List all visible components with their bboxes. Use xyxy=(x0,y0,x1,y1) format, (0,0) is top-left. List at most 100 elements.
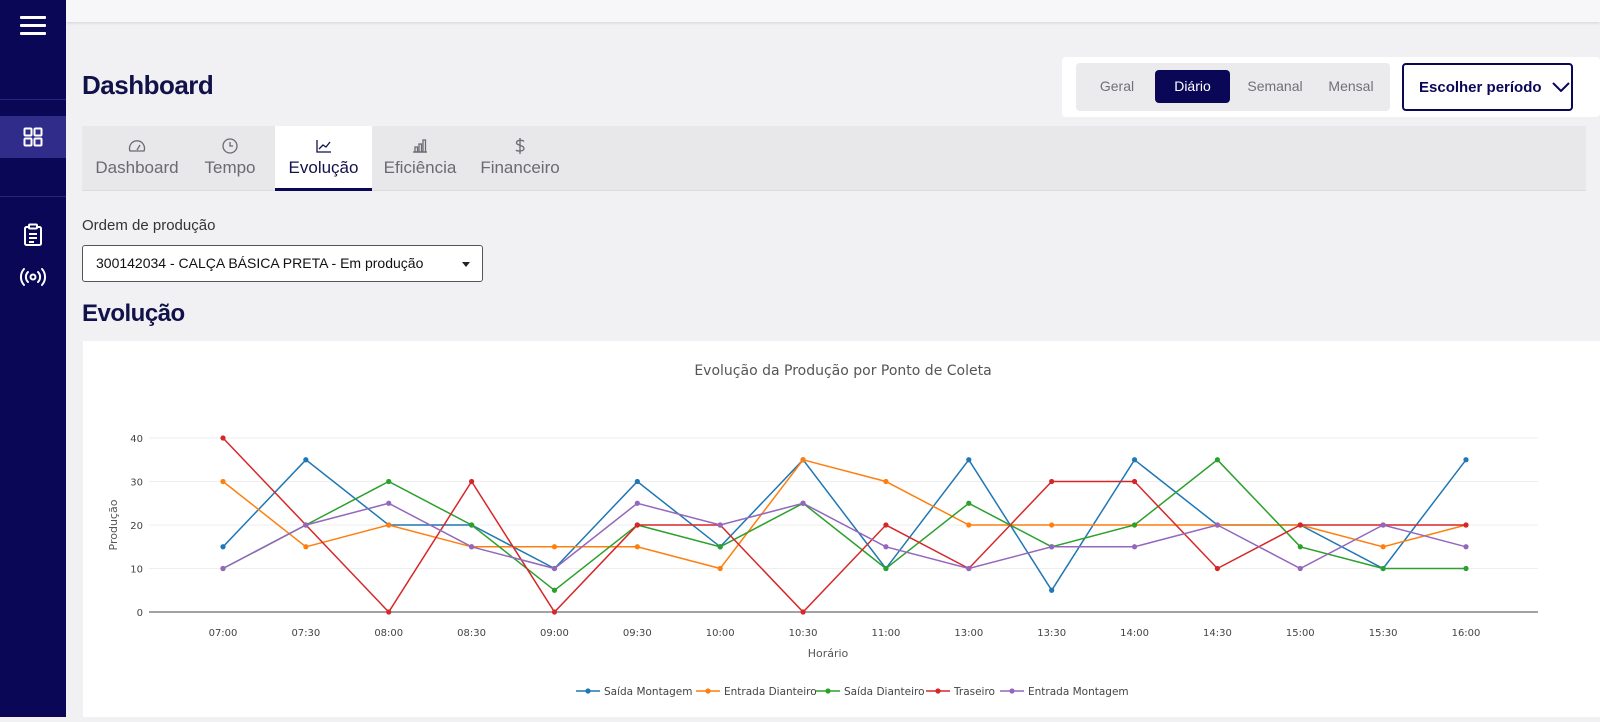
period-option-diario[interactable]: Diário xyxy=(1155,70,1230,103)
x-tick-label: 16:00 xyxy=(1452,628,1481,639)
grid-icon xyxy=(23,127,43,147)
sidebar-item-collection[interactable] xyxy=(0,256,66,298)
sidebar-item-dashboard[interactable] xyxy=(0,116,66,158)
x-tick-label: 07:00 xyxy=(209,628,238,639)
data-point xyxy=(1049,544,1055,550)
sidebar xyxy=(0,0,66,717)
data-point xyxy=(220,478,226,485)
data-point xyxy=(966,522,972,528)
data-point xyxy=(634,522,640,528)
x-tick-label: 07:30 xyxy=(291,628,320,639)
y-axis-label: Produção xyxy=(107,499,120,550)
choose-period-label: Escolher período xyxy=(1419,78,1542,96)
data-point xyxy=(386,522,392,528)
order-label: Ordem de produção xyxy=(82,217,216,234)
dollar-icon xyxy=(515,138,525,154)
data-point xyxy=(551,544,558,550)
order-select[interactable]: 300142034 - CALÇA BÁSICA PRETA - Em prod… xyxy=(82,245,483,282)
x-tick-label: 14:00 xyxy=(1120,628,1149,639)
legend-label: Saída Dianteiro xyxy=(844,686,925,698)
legend-marker xyxy=(825,688,831,694)
data-point xyxy=(1131,478,1138,485)
data-point xyxy=(1380,522,1386,528)
x-tick-label: 08:00 xyxy=(374,628,403,639)
x-tick-label: 14:30 xyxy=(1203,628,1232,639)
data-point xyxy=(220,435,226,441)
tab-evolucao[interactable]: Evolução xyxy=(275,126,372,191)
sidebar-divider xyxy=(0,196,66,197)
sidebar-divider xyxy=(0,99,66,100)
bar-chart-icon xyxy=(413,139,427,153)
data-point xyxy=(634,500,640,506)
legend-label: Entrada Dianteiro xyxy=(724,686,817,698)
y-tick-label: 0 xyxy=(137,608,143,619)
order-select-value: 300142034 - CALÇA BÁSICA PRETA - Em prod… xyxy=(96,255,424,271)
legend-marker xyxy=(585,688,591,694)
tab-tempo[interactable]: Tempo xyxy=(192,126,268,191)
caret-down-icon xyxy=(462,262,470,267)
tab-label: Eficiência xyxy=(383,158,457,177)
data-point xyxy=(386,478,392,485)
data-point xyxy=(303,457,309,463)
data-point xyxy=(966,500,972,506)
series-line xyxy=(222,458,1466,592)
tab-eficiencia[interactable]: Eficiência xyxy=(372,126,468,191)
data-point xyxy=(1214,565,1220,572)
legend-label: Entrada Montagem xyxy=(1028,686,1129,698)
production-evolution-chart: Evolução da Produção por Ponto de Coleta… xyxy=(107,363,1538,698)
clock-icon xyxy=(222,138,238,154)
data-point xyxy=(883,565,889,572)
choose-period-button[interactable]: Escolher período xyxy=(1402,63,1573,111)
series-line xyxy=(222,458,1467,570)
data-point xyxy=(634,544,640,550)
data-point xyxy=(1297,565,1303,572)
data-point xyxy=(717,565,723,572)
data-point xyxy=(966,457,972,463)
period-option-mensal[interactable]: Mensal xyxy=(1328,78,1374,94)
legend-label: Saída Montagem xyxy=(604,686,693,698)
section-title: Evolução xyxy=(82,300,185,327)
data-point xyxy=(551,587,558,593)
tab-dashboard[interactable]: Dashboard xyxy=(82,126,192,191)
data-point xyxy=(634,478,640,485)
data-point xyxy=(469,522,475,528)
sidebar-item-orders[interactable] xyxy=(0,214,66,256)
x-tick-label: 10:00 xyxy=(706,628,735,639)
data-point xyxy=(883,478,889,485)
tab-label: Financeiro xyxy=(480,158,560,177)
data-point xyxy=(1297,544,1303,550)
data-point xyxy=(1131,522,1138,528)
data-point xyxy=(1049,587,1055,593)
chevron-down-icon xyxy=(1551,82,1570,92)
series-line xyxy=(222,502,1467,570)
legend-marker xyxy=(1009,688,1015,694)
tab-financeiro[interactable]: Financeiro xyxy=(472,126,568,191)
data-point xyxy=(386,609,392,615)
chart-title: Evolução da Produção por Ponto de Coleta xyxy=(694,363,991,379)
data-point xyxy=(1463,457,1469,463)
data-point xyxy=(303,544,309,550)
data-point xyxy=(220,565,226,572)
data-point xyxy=(1214,522,1220,528)
data-point xyxy=(303,522,309,528)
data-point xyxy=(883,522,889,528)
period-segmented-control: Geral Diário Semanal Mensal xyxy=(1076,63,1390,111)
period-option-semanal[interactable]: Semanal xyxy=(1247,78,1303,94)
x-tick-label: 13:30 xyxy=(1037,628,1066,639)
data-point xyxy=(1297,522,1303,528)
x-tick-label: 11:00 xyxy=(872,628,901,639)
chart-card: Evolução da Produção por Ponto de Coleta… xyxy=(83,341,1600,717)
hamburger-icon[interactable] xyxy=(20,14,46,36)
period-option-geral[interactable]: Geral xyxy=(1099,78,1135,94)
data-point xyxy=(551,609,558,615)
line-chart-icon xyxy=(315,140,331,153)
data-point xyxy=(1463,565,1469,572)
data-point xyxy=(1131,544,1138,550)
data-point xyxy=(469,478,475,485)
x-tick-label: 09:00 xyxy=(540,628,569,639)
y-tick-label: 20 xyxy=(130,521,143,532)
x-axis-label: Horário xyxy=(808,647,849,660)
data-point xyxy=(1463,522,1469,528)
data-point xyxy=(717,522,723,528)
data-point xyxy=(220,544,226,550)
